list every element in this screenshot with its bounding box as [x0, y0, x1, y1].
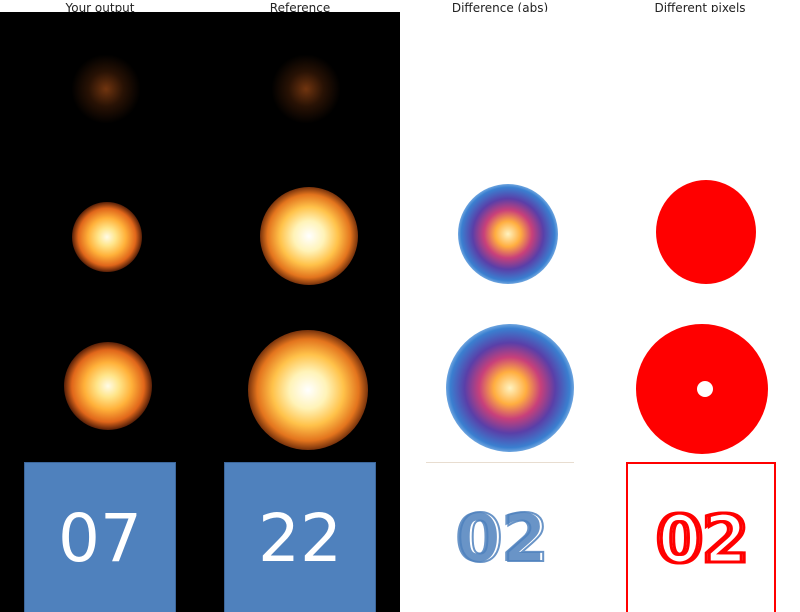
reference-explosion-large — [248, 330, 368, 450]
column-title-output: Your output — [65, 1, 135, 14]
difference-number-outline: 02 — [456, 499, 550, 578]
difference-panel: 02 02 — [400, 12, 600, 612]
output-number-tile: 07 — [24, 462, 176, 612]
output-explosion-medium — [72, 202, 142, 272]
output-glow-small — [71, 54, 141, 124]
difference-number-overlay: 02 — [454, 500, 546, 577]
different-pixels-number-outline: 02 — [654, 500, 749, 580]
reference-panel: 22 — [200, 12, 400, 612]
different-pixels-number-outline-shifted: 02 — [657, 500, 752, 580]
reference-explosion-medium — [260, 187, 358, 285]
reference-glow-small — [271, 54, 341, 124]
column-title-different-pixels: Different pixels — [654, 1, 746, 14]
column-title-reference: Reference — [269, 1, 331, 14]
different-pixels-panel: 02 02 — [600, 12, 800, 612]
different-pixels-blob-medium — [656, 180, 756, 284]
different-pixels-number-tile: 02 02 — [626, 462, 776, 612]
output-explosion-large — [64, 342, 152, 430]
different-pixels-hole — [697, 381, 713, 397]
reference-number-tile: 22 — [224, 462, 376, 612]
column-title-difference: Difference (abs) — [451, 1, 549, 14]
difference-number-tile: 02 02 — [426, 462, 574, 612]
output-panel: 07 — [0, 12, 200, 612]
difference-blob-medium — [458, 184, 558, 284]
difference-blob-large — [446, 324, 574, 452]
